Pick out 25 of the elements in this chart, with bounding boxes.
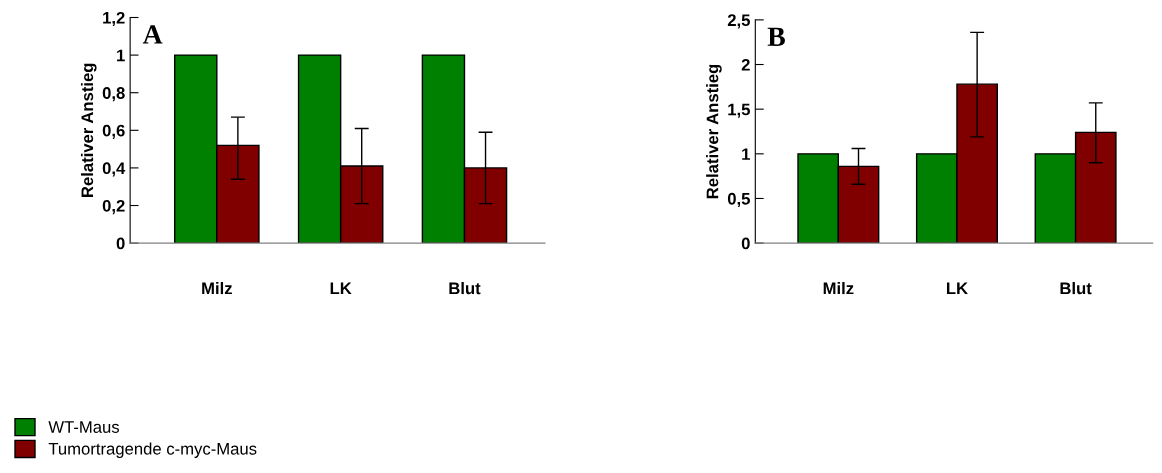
y-tick-label: 0,2	[102, 199, 125, 215]
y-tick-label: 1,5	[728, 103, 750, 118]
y-tick-label: 2,5	[727, 14, 750, 29]
x-tick-label: Blut	[449, 282, 481, 295]
y-tick-label: 2	[741, 58, 750, 71]
y-tick-label: 1,2	[103, 11, 125, 27]
y-tick-label: 0,4	[102, 162, 126, 177]
x-tick-label: Blut	[1060, 282, 1092, 295]
y-tick-label: 0	[116, 237, 125, 250]
y-tick-label: 1	[117, 49, 125, 62]
annotation: B	[767, 27, 785, 46]
legend-label: WT-Maus	[48, 421, 120, 433]
y-axis-title: Relativer Anstieg	[706, 64, 722, 199]
y-tick-label: 1	[742, 148, 750, 160]
x-tick-label: Milz	[202, 282, 232, 295]
annotation: A	[142, 25, 163, 44]
x-tick-label: Milz	[823, 282, 854, 295]
y-tick-label: 0,5	[727, 192, 750, 208]
y-axis-title: Relativer Anstieg	[80, 63, 97, 197]
x-tick-label: LK	[946, 282, 968, 295]
legend-label: Tumortragende c-myc-Maus	[48, 442, 257, 458]
y-tick-label: 0,6	[102, 124, 125, 139]
y-tick-label: 0	[741, 237, 750, 250]
x-tick-label: LK	[330, 282, 352, 295]
y-tick-label: 0,8	[102, 87, 125, 102]
